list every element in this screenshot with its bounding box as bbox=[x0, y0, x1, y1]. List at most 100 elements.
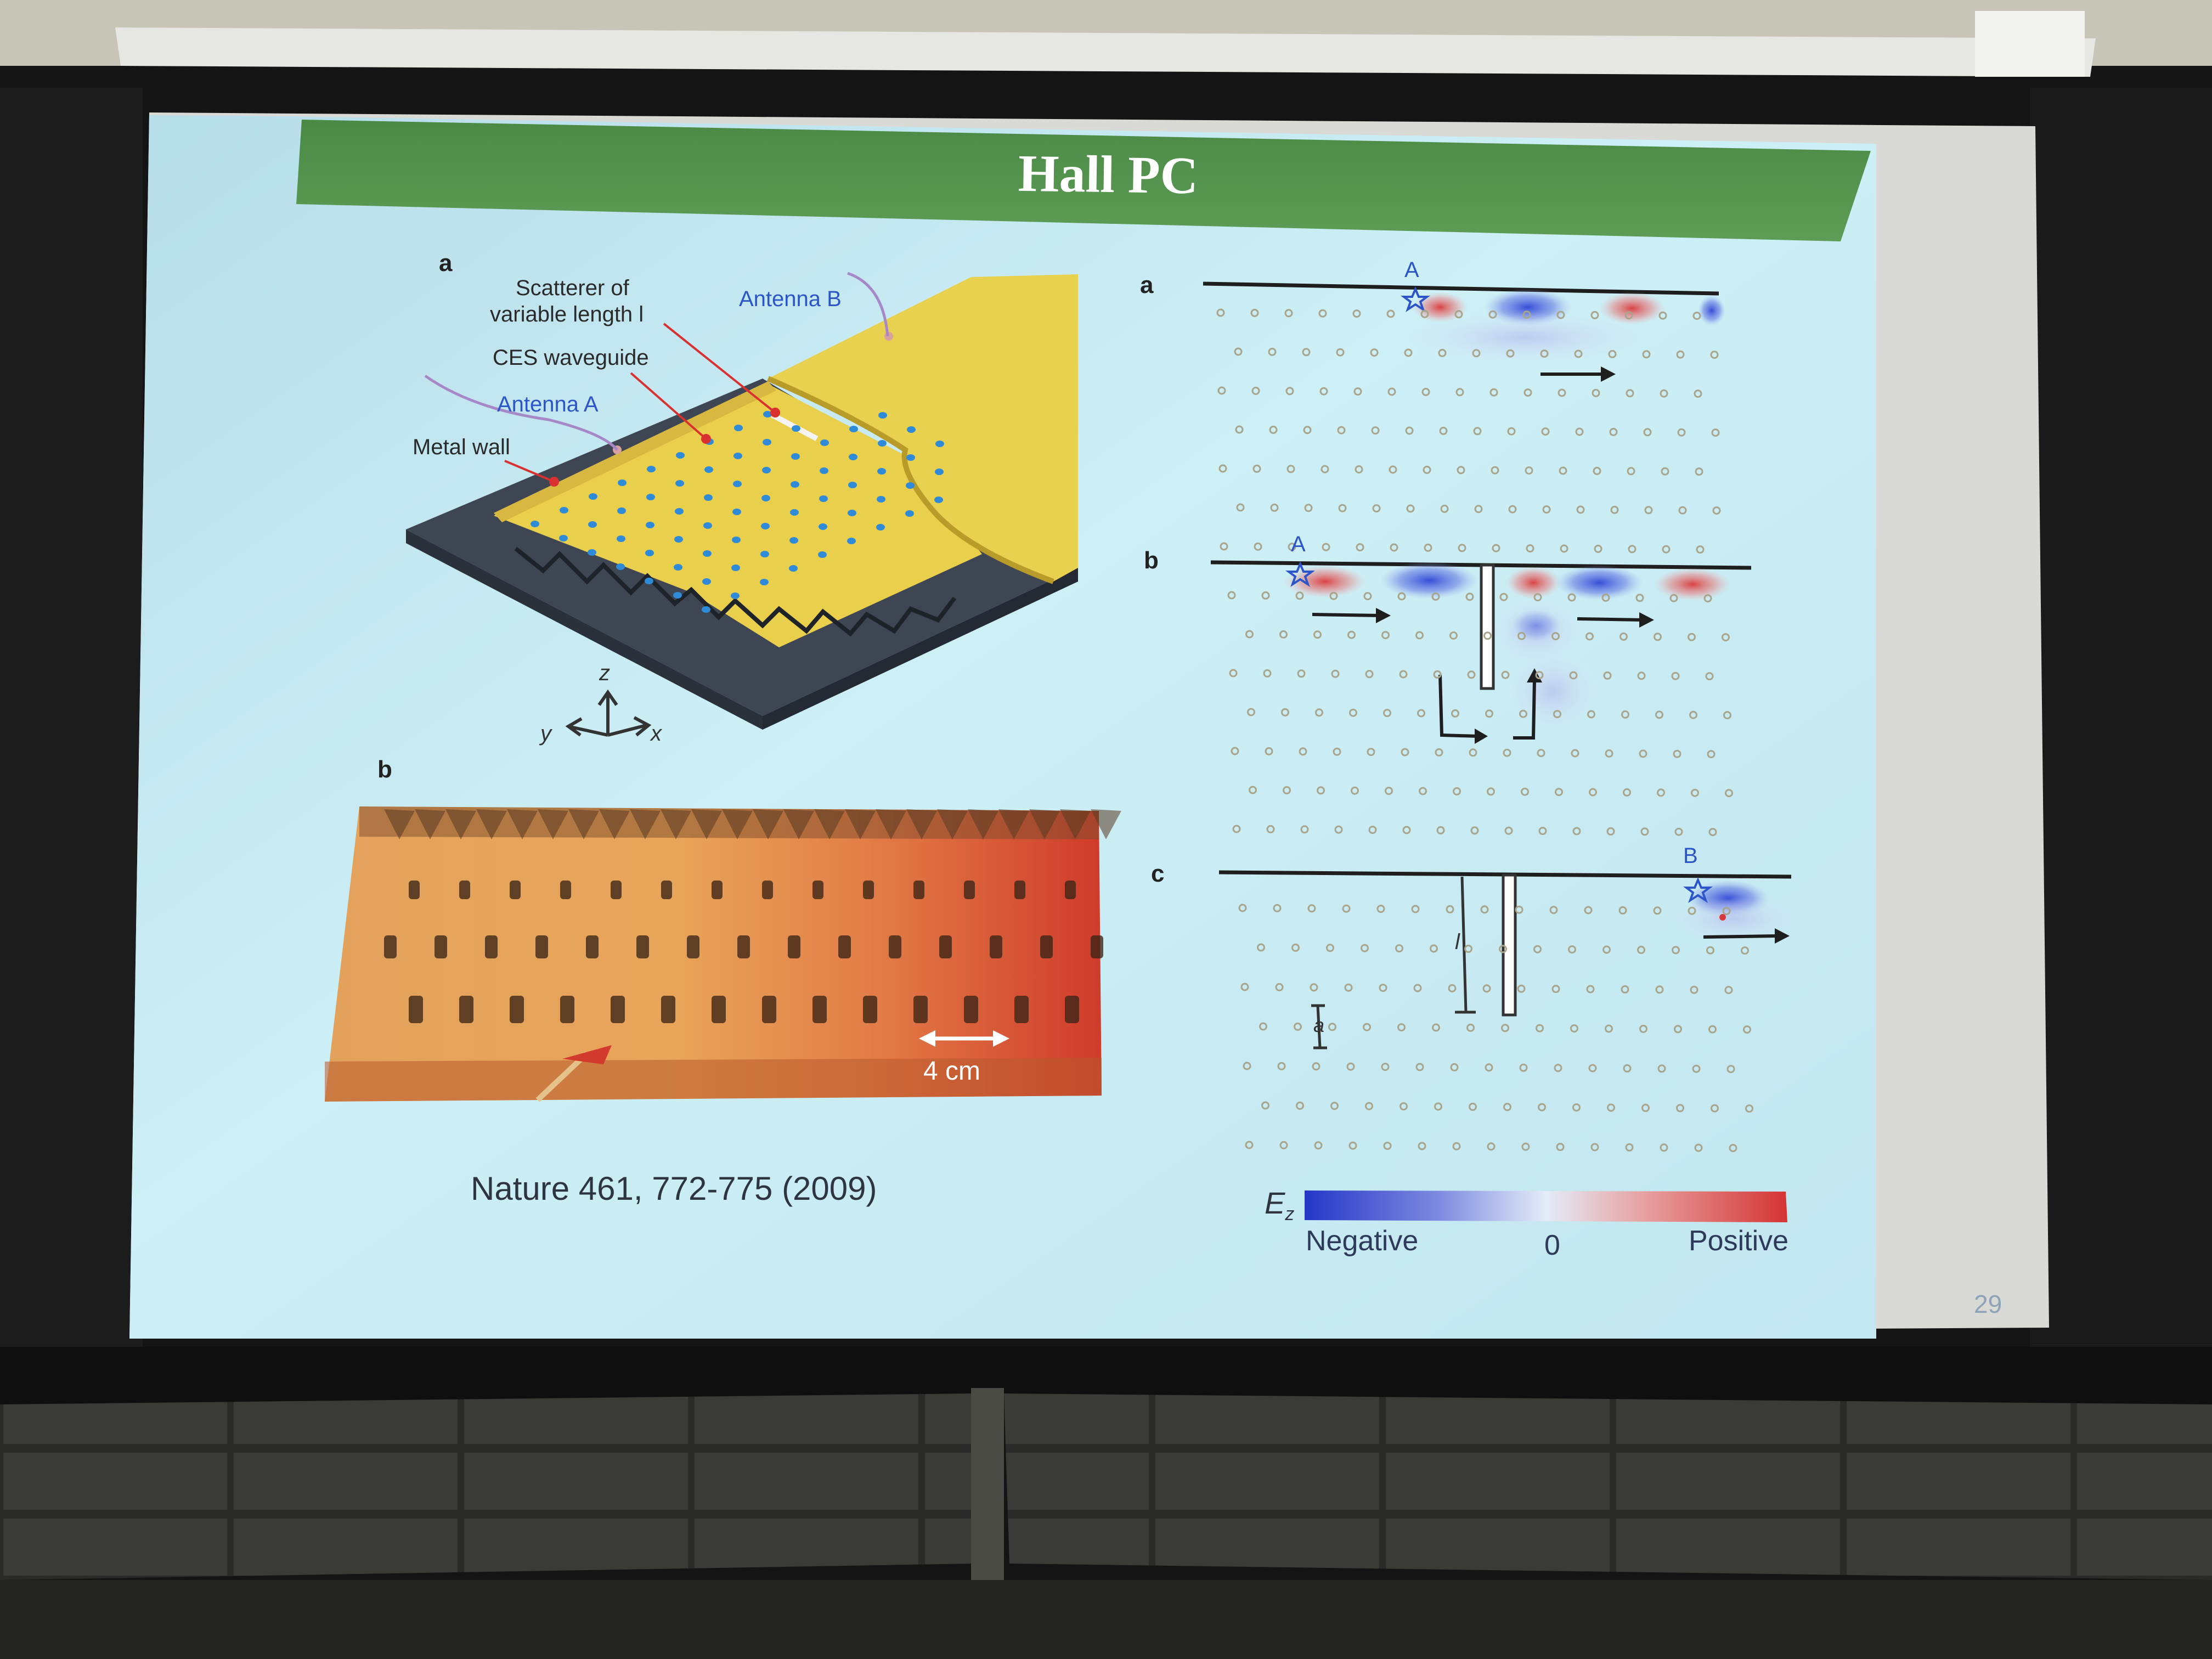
colorbar-positive: Positive bbox=[1689, 1225, 1789, 1257]
lattice-dot bbox=[1688, 906, 1696, 915]
lattice-dot bbox=[1605, 749, 1613, 758]
lattice-dot bbox=[1724, 986, 1733, 995]
photo-antenna bbox=[535, 1051, 589, 1102]
photo-pin bbox=[661, 881, 672, 899]
lattice-dot bbox=[1526, 544, 1534, 553]
pin bbox=[647, 466, 656, 472]
label-metal-wall: Metal wall bbox=[413, 435, 510, 459]
lattice-dot bbox=[1551, 632, 1560, 641]
pin bbox=[789, 537, 798, 544]
lattice-dot bbox=[1342, 904, 1351, 913]
lattice-dot bbox=[1279, 1141, 1288, 1149]
lattice-dot bbox=[1450, 1063, 1459, 1071]
lattice-dot bbox=[1277, 1062, 1286, 1070]
pin bbox=[818, 551, 827, 558]
lattice-dot bbox=[1400, 1102, 1408, 1111]
lattice-dot bbox=[1690, 985, 1699, 994]
lattice-dot bbox=[1349, 708, 1357, 717]
pin bbox=[734, 425, 743, 431]
photo-tooth bbox=[998, 809, 1029, 839]
lattice-dot bbox=[1621, 985, 1629, 994]
pin bbox=[934, 496, 943, 503]
lattice-dot bbox=[1536, 1024, 1544, 1032]
lattice-dot bbox=[1726, 1065, 1735, 1074]
photo-tooth bbox=[1091, 809, 1121, 839]
lattice-dot bbox=[1643, 428, 1652, 437]
pin bbox=[849, 454, 857, 460]
lattice-dot bbox=[1411, 905, 1420, 913]
gold-plate bbox=[494, 384, 982, 647]
lattice-dot bbox=[1440, 504, 1449, 513]
pin bbox=[792, 425, 800, 432]
lattice-dot bbox=[1464, 944, 1472, 953]
lattice-dot bbox=[1586, 985, 1595, 994]
lattice-dot bbox=[1621, 710, 1629, 719]
lattice-dot bbox=[1249, 786, 1257, 794]
lattice-dot bbox=[1329, 591, 1338, 600]
photo-red-tip bbox=[562, 1045, 612, 1064]
lattice-dot bbox=[1399, 670, 1408, 679]
lattice-dot bbox=[1745, 1104, 1753, 1113]
pin bbox=[935, 469, 944, 475]
lattice-dot bbox=[1351, 786, 1359, 795]
photo-pin bbox=[1065, 996, 1079, 1023]
lattice-dot bbox=[1331, 669, 1340, 678]
lattice-dot bbox=[1297, 669, 1306, 678]
pin bbox=[820, 467, 828, 474]
pin bbox=[703, 550, 712, 557]
photo-pin bbox=[964, 996, 978, 1023]
pin bbox=[847, 538, 856, 544]
photo-tooth bbox=[661, 809, 691, 839]
pin bbox=[589, 493, 597, 500]
base-plate-edge-right bbox=[763, 568, 1078, 730]
lattice-dot bbox=[1676, 350, 1685, 359]
lattice-dot bbox=[1288, 543, 1296, 551]
lattice-dot bbox=[1318, 309, 1327, 318]
pin bbox=[878, 440, 887, 447]
photo-pin bbox=[1091, 935, 1103, 958]
lattice-dot bbox=[1405, 426, 1414, 435]
pin bbox=[820, 439, 829, 446]
lattice-dot bbox=[1623, 788, 1631, 797]
lattice-dot bbox=[1625, 1143, 1634, 1152]
lattice-dot bbox=[1338, 504, 1347, 512]
photo-pin bbox=[687, 935, 699, 958]
pin bbox=[790, 509, 799, 516]
lattice-dot bbox=[1383, 709, 1391, 718]
lattice-dot bbox=[1641, 1103, 1650, 1112]
lattice-dot bbox=[1386, 309, 1395, 318]
lattice-dot bbox=[1424, 543, 1432, 552]
lattice-dot bbox=[1669, 594, 1678, 602]
lattice-dot bbox=[1259, 1022, 1267, 1031]
lattice-dot bbox=[1540, 349, 1549, 358]
photo-tooth bbox=[415, 809, 445, 839]
lattice-dot bbox=[1317, 786, 1325, 795]
lattice-dot bbox=[1453, 787, 1461, 795]
lattice-dot bbox=[1247, 708, 1255, 716]
right-wall bbox=[2030, 88, 2212, 1350]
lattice-dot bbox=[1346, 1062, 1355, 1071]
lattice-dot bbox=[1285, 387, 1294, 396]
lattice-dot bbox=[1677, 428, 1686, 437]
pin bbox=[732, 537, 741, 543]
lattice-dot bbox=[1314, 1141, 1323, 1150]
lattice-dot bbox=[1517, 631, 1526, 640]
lattice-dot bbox=[1483, 631, 1492, 640]
lattice-dot bbox=[1567, 593, 1576, 602]
lattice-dot bbox=[1620, 632, 1628, 641]
pin bbox=[907, 426, 916, 433]
lattice-dot bbox=[1469, 748, 1477, 757]
lattice-dot bbox=[1703, 594, 1712, 603]
lattice-dot bbox=[1492, 544, 1500, 552]
photo-pin bbox=[560, 881, 571, 899]
field-a-red2 bbox=[1599, 292, 1665, 325]
field-b-pale2 bbox=[1509, 653, 1596, 730]
lattice-dot bbox=[1421, 387, 1430, 396]
metal-wall-strip bbox=[494, 381, 776, 522]
lattice-dot bbox=[1315, 708, 1323, 717]
lattice-dot bbox=[1458, 544, 1466, 552]
lattice-dot bbox=[1417, 709, 1425, 718]
photo-pin bbox=[636, 935, 649, 958]
slide-title: Hall PC bbox=[1018, 143, 1199, 205]
lattice-dot bbox=[1397, 1023, 1406, 1032]
